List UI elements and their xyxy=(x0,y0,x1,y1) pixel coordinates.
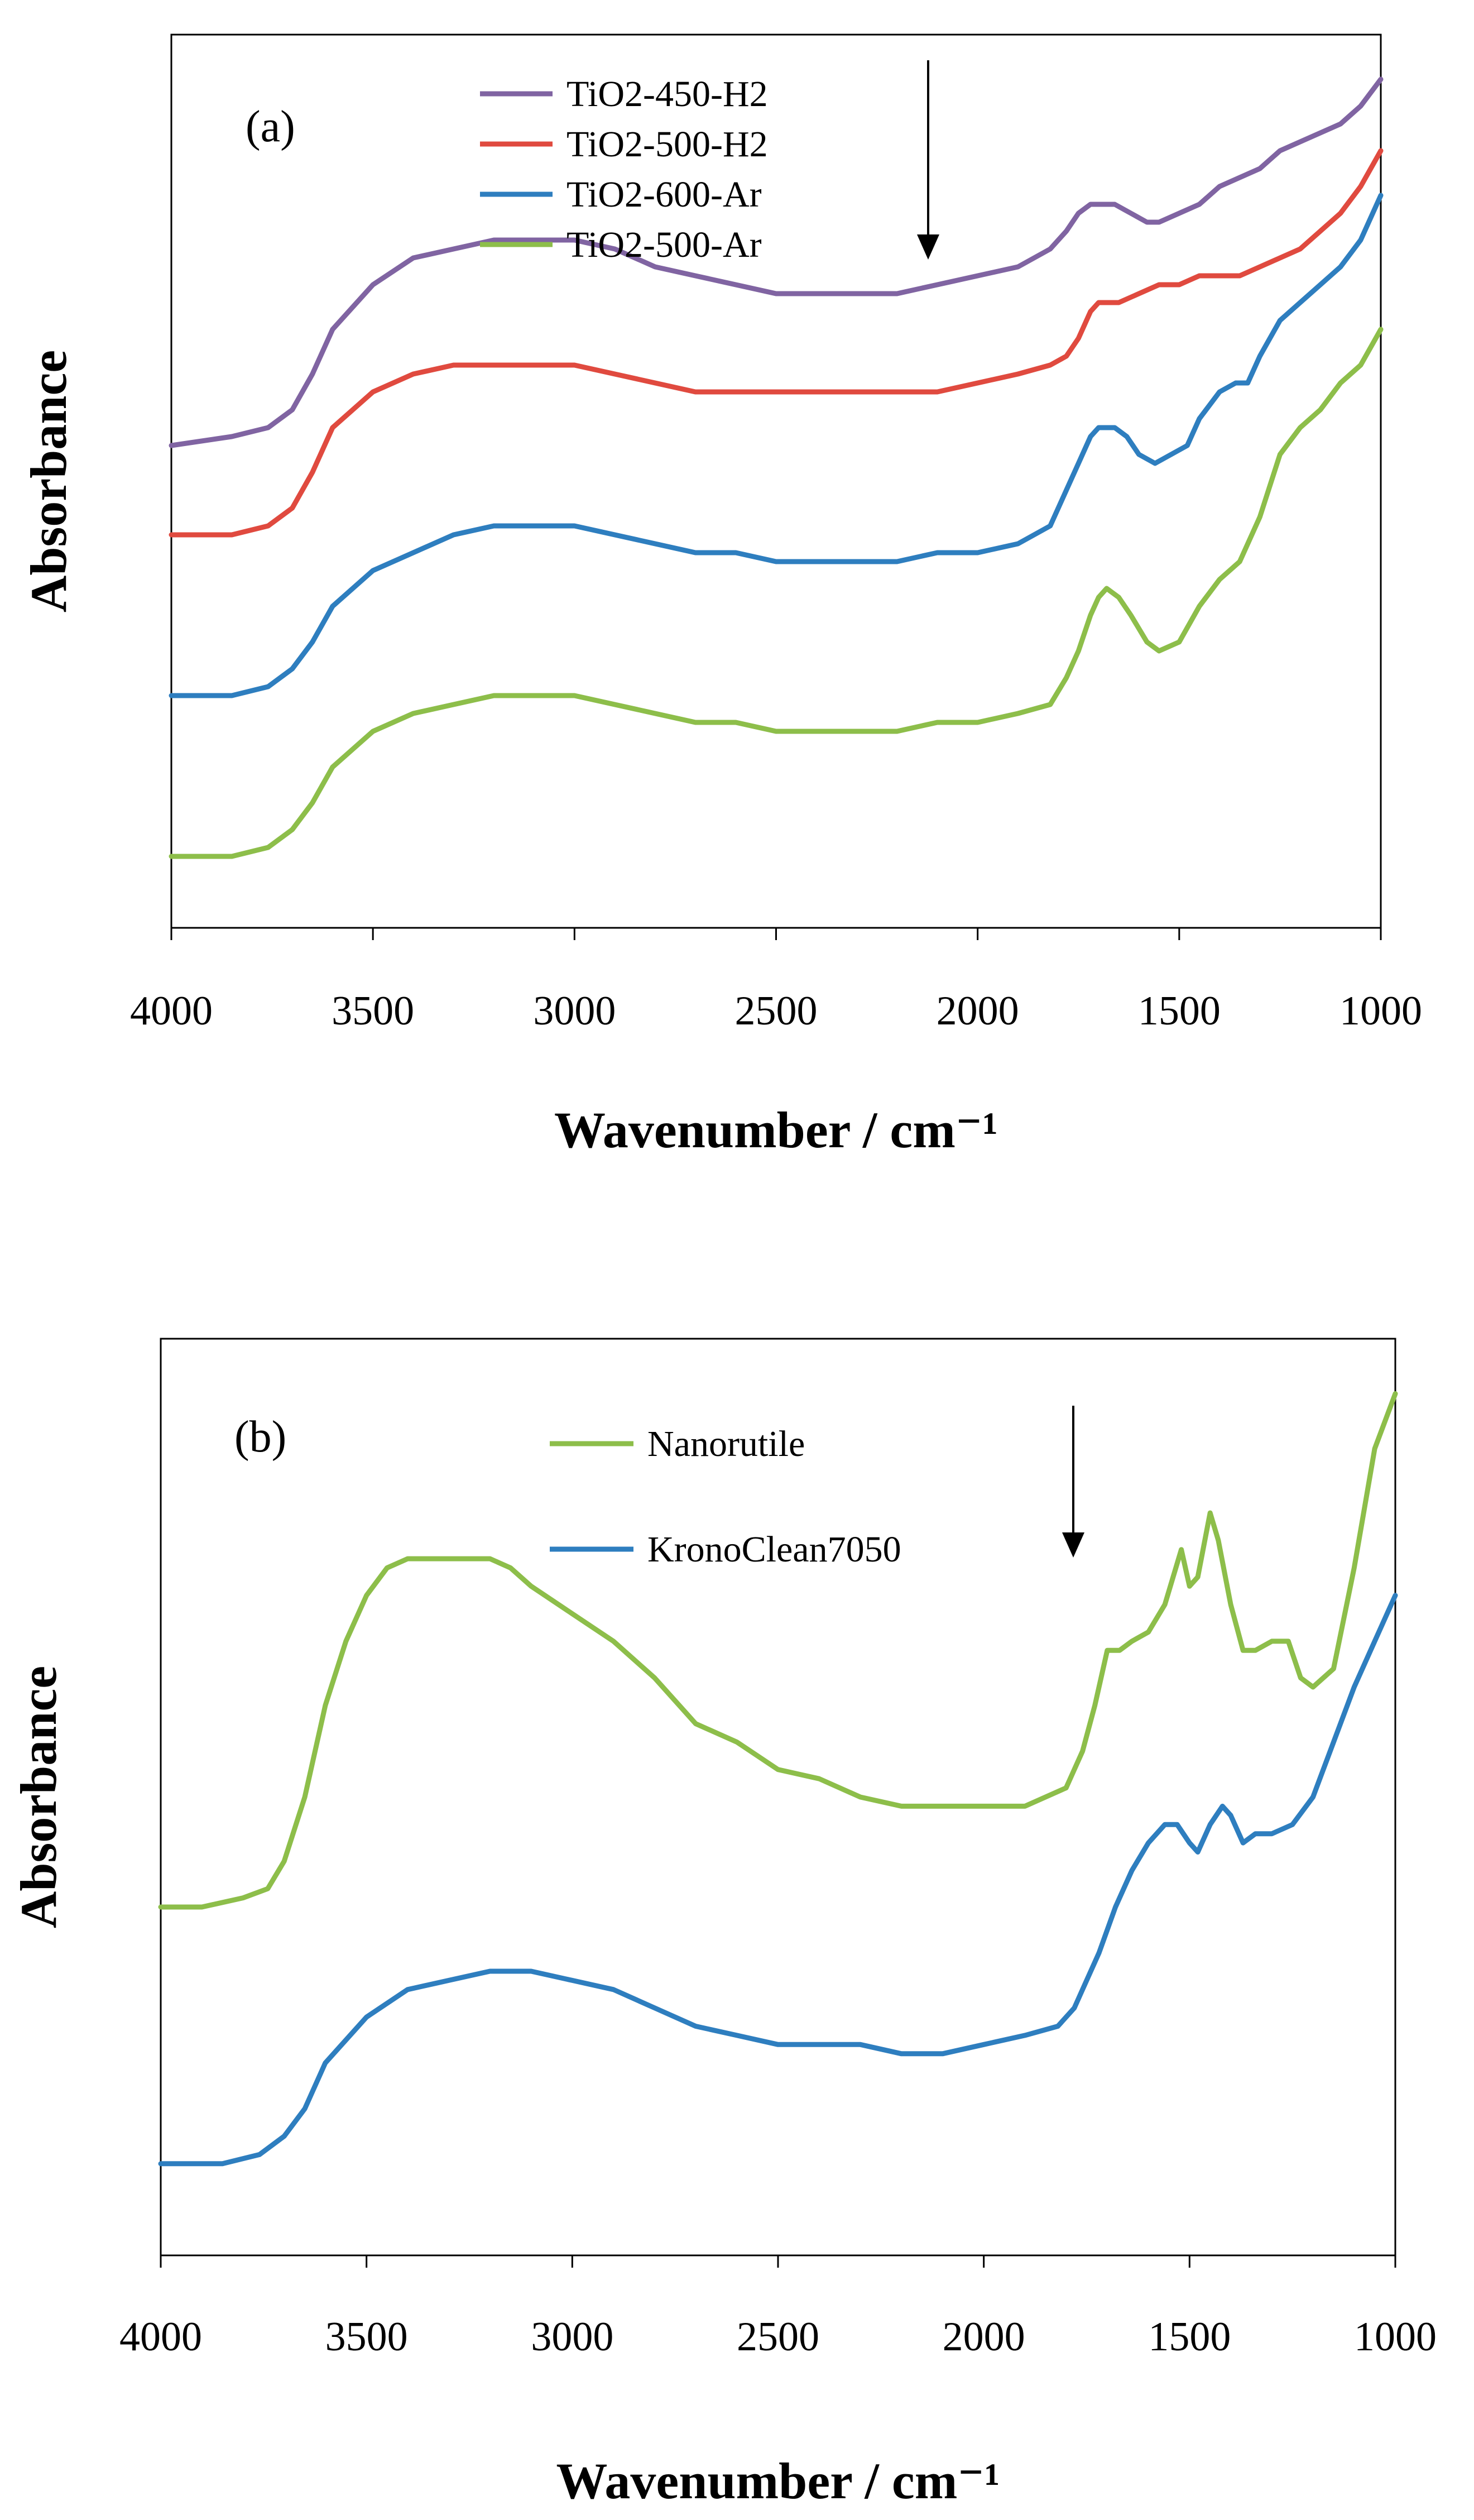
plot-frame xyxy=(160,1338,1396,2256)
series-line-tio2-500-ar xyxy=(169,327,1384,859)
panel-label: (b) xyxy=(234,1412,286,1462)
arrow-down-icon xyxy=(917,234,939,260)
series-line-tio2-450-h2 xyxy=(169,76,1384,448)
x-tick-label: 1000 xyxy=(1339,988,1422,1034)
legend-label: TiO2-450-H2 xyxy=(566,74,768,114)
x-tick-label: 1000 xyxy=(1354,2314,1437,2360)
series-line-kronoclean7050 xyxy=(158,1593,1398,2167)
legend-label: TiO2-500-H2 xyxy=(566,124,768,165)
y-axis-title: Absorbance xyxy=(20,350,77,612)
legend-label: TiO2-500-Ar xyxy=(566,224,762,265)
x-tick-label: 3500 xyxy=(332,988,414,1034)
x-tick-label: 4000 xyxy=(130,988,213,1034)
x-tick-label: 2500 xyxy=(737,2314,819,2360)
legend-label: Nanorutile xyxy=(647,1424,805,1464)
legend-label: TiO2-600-Ar xyxy=(566,174,762,215)
y-axis-title: Absorbance xyxy=(10,1666,67,1928)
series-line-tio2-600-ar xyxy=(169,193,1384,698)
x-tick-label: 1500 xyxy=(1138,988,1221,1034)
x-tick-label: 4000 xyxy=(119,2314,202,2360)
panel-a: 4000 3500 3000 2500 2000 1500 1000 Wavenumber /… xyxy=(20,33,1422,1158)
panel-b: 4000 3500 3000 2500 2000 1500 1000 Wavenumber /… xyxy=(10,1338,1437,2509)
x-tick-label: 3000 xyxy=(531,2314,613,2360)
x-tick-label: 2500 xyxy=(735,988,818,1034)
x-axis-title: Wavenumber / cm⁻¹ xyxy=(554,1101,998,1158)
series-line-tio2-500-h2 xyxy=(169,148,1384,538)
arrow-down-icon xyxy=(1062,1532,1084,1558)
legend-label: KronoClean7050 xyxy=(647,1529,901,1570)
x-axis-title: Wavenumber / cm⁻¹ xyxy=(556,2452,1000,2509)
x-tick-label: 2000 xyxy=(937,988,1019,1034)
panel-label: (a) xyxy=(246,102,295,151)
x-tick-label: 2000 xyxy=(943,2314,1025,2360)
series-line-nanorutile xyxy=(158,1391,1398,1910)
x-tick-label: 1500 xyxy=(1148,2314,1231,2360)
plot-frame xyxy=(170,33,1382,929)
x-tick-label: 3500 xyxy=(325,2314,408,2360)
x-tick-label: 3000 xyxy=(533,988,616,1034)
